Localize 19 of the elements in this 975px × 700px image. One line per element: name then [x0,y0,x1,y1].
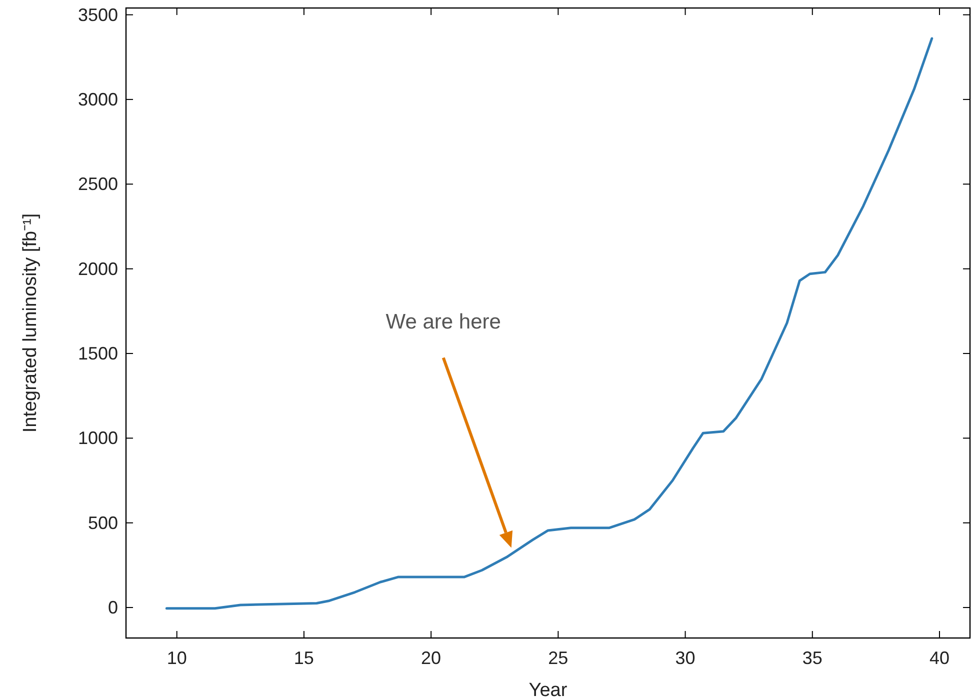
y-tick-label: 500 [88,512,118,533]
x-tick-label: 10 [166,648,187,668]
annotation: We are here [386,310,501,334]
x-tick-label: 35 [802,648,822,668]
x-axis-title: Year [528,680,568,700]
y-tick-label: 2000 [78,258,118,279]
y-tick-label: 2500 [78,174,118,194]
x-tick-label: 15 [294,648,314,668]
x-tick-label: 20 [421,648,442,668]
x-tick-label: 40 [929,648,950,668]
line-series [165,37,934,610]
y-tick-label: 3000 [78,89,118,110]
x-tick-label: 30 [675,648,696,668]
y-tick-label: 0 [108,598,118,618]
y-tick-label: 1500 [78,343,118,364]
y-tick-label: 1000 [78,428,118,448]
y-tick-label: 3500 [78,4,118,25]
y-axis-title: Integrated luminosity [fb⁻¹] [20,213,41,433]
x-tick-label: 25 [548,648,568,668]
